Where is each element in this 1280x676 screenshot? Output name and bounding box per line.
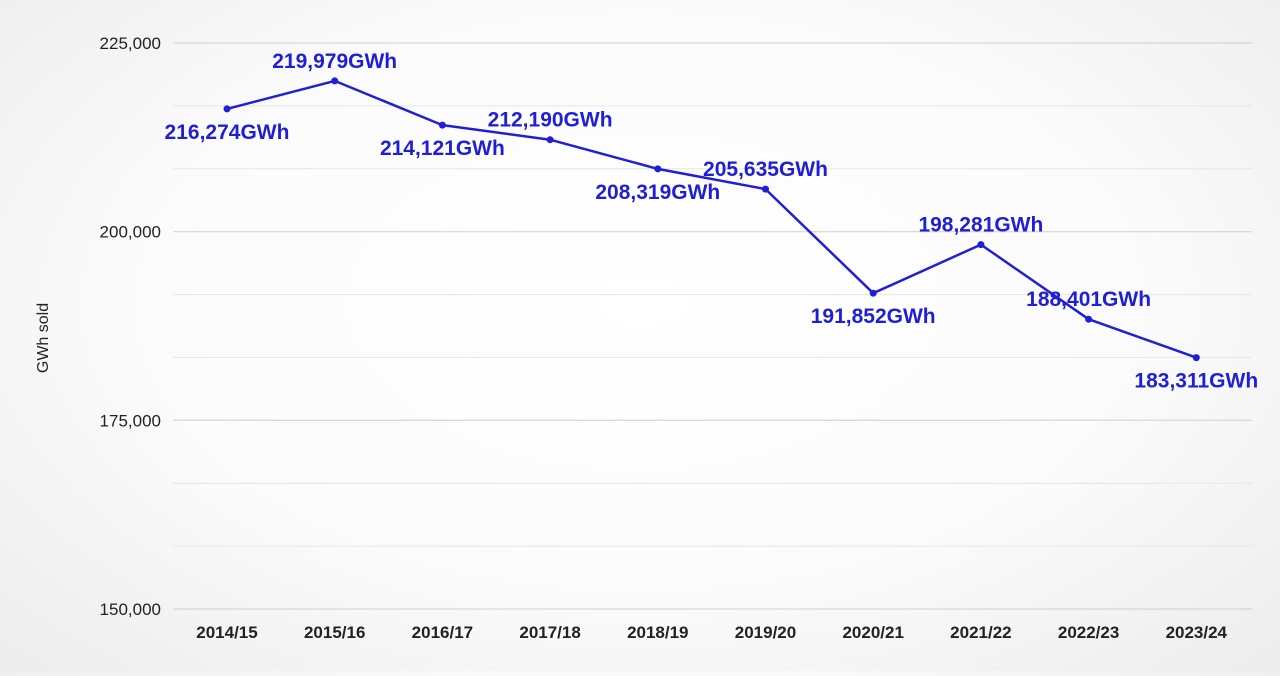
series-line: [225, 79, 1198, 359]
x-tick-label: 2023/24: [1166, 623, 1228, 642]
data-label: 216,274GWh: [165, 121, 290, 144]
y-tick-label: 150,000: [100, 600, 161, 619]
data-point: [223, 105, 231, 113]
x-tick-label: 2018/19: [627, 623, 688, 642]
data-point: [1085, 315, 1093, 323]
x-tick-label: 2022/23: [1058, 623, 1119, 642]
data-point: [546, 136, 554, 144]
y-tick-label: 175,000: [100, 411, 161, 430]
data-point: [331, 77, 339, 85]
y-tick-label: 225,000: [100, 34, 161, 53]
data-label: 191,852GWh: [811, 305, 936, 328]
series: [223, 77, 1200, 362]
x-tick-label: 2019/20: [735, 623, 796, 642]
data-point: [869, 289, 877, 297]
data-label: 183,311GWh: [1134, 370, 1258, 393]
data-label: 208,319GWh: [595, 181, 720, 204]
x-tick-label: 2014/15: [196, 623, 257, 642]
axes: GWh sold 150,000 175,000 200,000 225,000 201…: [35, 34, 1228, 642]
data-point: [977, 241, 985, 249]
data-label: 212,190GWh: [488, 109, 613, 132]
data-point: [762, 185, 769, 193]
data-point: [438, 121, 446, 129]
data-label: 188,401GWh: [1026, 288, 1151, 311]
data-point: [654, 165, 662, 173]
data-label: 205,635GWh: [703, 158, 828, 181]
x-tick-label: 2016/17: [412, 623, 473, 642]
data-label: 198,281GWh: [918, 214, 1043, 237]
x-tick-label: 2020/21: [842, 623, 903, 642]
y-tick-label: 200,000: [100, 223, 161, 242]
x-tick-label: 2017/18: [519, 623, 580, 642]
data-label: 214,121GWh: [380, 137, 505, 160]
gridlines: [173, 42, 1252, 610]
data-label: 219,979GWh: [272, 50, 397, 73]
x-tick-label: 2021/22: [950, 623, 1011, 642]
data-point: [1192, 354, 1200, 362]
data-labels: 216,274GWh 219,979GWh 214,121GWh 212,190GWh…: [165, 50, 1259, 393]
x-tick-label: 2015/16: [304, 623, 365, 642]
y-axis-label: GWh sold: [35, 303, 52, 373]
